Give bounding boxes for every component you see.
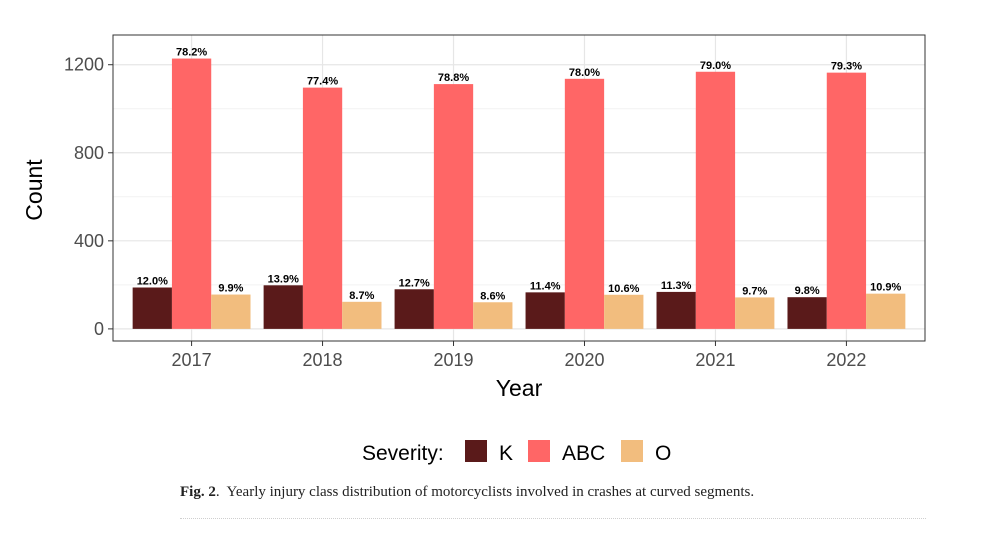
legend-label-abc: ABC — [562, 442, 605, 465]
bar-value-label: 78.0% — [569, 67, 600, 79]
bar-labels: 12.0% 13.9% 12.7% 11.4% 11.3% 9.8% 78.2% 77.4% 7… — [137, 47, 902, 303]
x-tick-label: 2020 — [564, 350, 604, 370]
y-axis-title: Count — [21, 159, 47, 221]
bar-value-label: 11.3% — [661, 280, 692, 292]
bar-value-label: 77.4% — [307, 76, 338, 88]
bar-value-label: 8.6% — [480, 290, 505, 302]
bar-value-label: 10.9% — [870, 282, 901, 294]
bar-k — [394, 289, 434, 329]
bar-value-label: 10.6% — [608, 283, 639, 295]
y-tick-label: 400 — [74, 231, 104, 251]
bar-o — [211, 294, 251, 329]
bar-k — [656, 291, 696, 329]
legend-label-o: O — [655, 442, 671, 465]
x-axis-title: Year — [496, 375, 543, 401]
bar-o — [604, 294, 644, 329]
plot-panel — [113, 35, 925, 341]
y-tick-label: 800 — [74, 143, 104, 163]
bar-k — [787, 297, 827, 329]
x-tick-label: 2022 — [826, 350, 866, 370]
bar-o — [473, 302, 513, 329]
y-tick-label: 0 — [94, 319, 104, 339]
caption-divider — [180, 518, 926, 519]
bar-o — [866, 293, 906, 329]
bar-value-label: 79.3% — [831, 61, 862, 73]
bar-abc — [695, 71, 736, 329]
bars — [132, 58, 906, 329]
x-tick-label: 2017 — [172, 350, 212, 370]
bar-value-label: 13.9% — [268, 273, 299, 285]
bar-k — [263, 285, 303, 329]
x-tick-label: 2019 — [433, 350, 473, 370]
bar-value-label: 12.0% — [137, 276, 168, 288]
legend-label-k: K — [499, 442, 513, 465]
bar-k — [132, 287, 172, 329]
bar-value-label: 78.2% — [176, 47, 207, 59]
bar-abc — [433, 84, 474, 329]
legend-title: Severity: — [362, 442, 444, 465]
x-axis: 2017 2018 2019 2020 2021 2022 — [172, 341, 866, 370]
y-axis: 0 400 800 1200 — [64, 55, 113, 339]
bar-abc — [826, 72, 867, 329]
legend-swatch-k — [465, 440, 487, 462]
bar-value-label: 9.7% — [742, 285, 767, 297]
bar-o — [735, 297, 775, 329]
x-tick-label: 2018 — [303, 350, 343, 370]
bar-value-label: 11.4% — [530, 280, 561, 292]
bar-o — [342, 301, 382, 329]
bar-value-label: 9.8% — [795, 285, 820, 297]
bar-value-label: 9.9% — [218, 283, 243, 295]
bar-value-label: 12.7% — [399, 277, 430, 289]
x-tick-label: 2021 — [695, 350, 735, 370]
legend-swatch-abc — [528, 440, 550, 462]
bar-value-label: 79.0% — [700, 60, 731, 72]
bar-value-label: 8.7% — [349, 290, 374, 302]
y-tick-label: 1200 — [64, 55, 104, 75]
bar-abc — [171, 58, 212, 329]
bar-abc — [302, 87, 343, 329]
legend: Severity: K ABC O — [362, 440, 671, 465]
bar-k — [525, 292, 565, 329]
legend-swatch-o — [621, 440, 643, 462]
caption-label: Fig. 2 — [180, 484, 216, 500]
bar-abc — [564, 78, 605, 329]
figure-caption: Fig. 2. Yearly injury class distribution… — [180, 484, 755, 500]
caption-text: Yearly injury class distribution of moto… — [226, 484, 755, 500]
bar-value-label: 78.8% — [438, 72, 469, 84]
plot-border — [112, 34, 926, 342]
